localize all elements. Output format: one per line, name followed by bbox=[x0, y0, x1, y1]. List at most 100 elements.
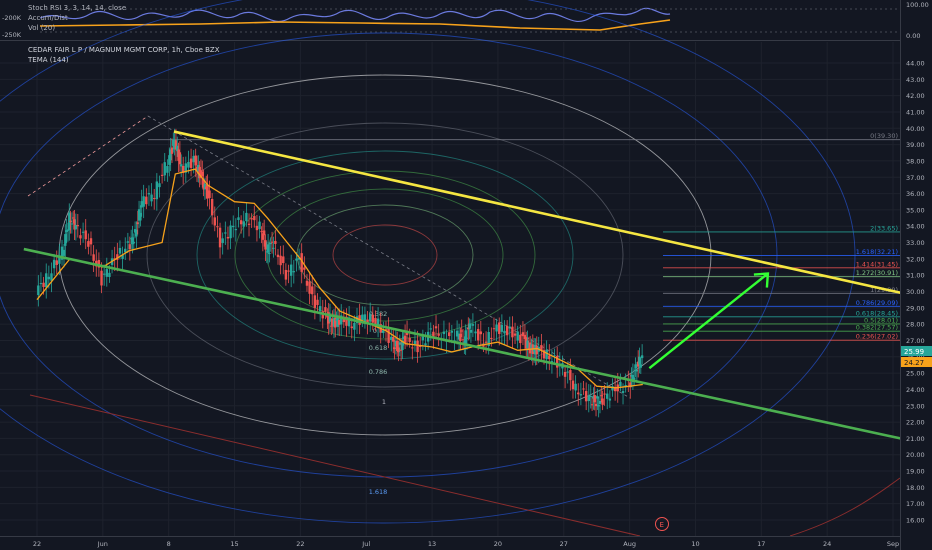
candle-body bbox=[490, 337, 493, 340]
candle-body bbox=[471, 324, 475, 326]
fib-level-label: 0.618(28.45) bbox=[856, 309, 898, 317]
time-tick-label: 20 bbox=[494, 540, 502, 548]
candle-body bbox=[218, 227, 222, 248]
candle-body bbox=[484, 341, 488, 343]
candle-body bbox=[265, 251, 269, 253]
fib-circle bbox=[146, 122, 624, 388]
earnings-event-marker[interactable] bbox=[655, 517, 669, 531]
candle-body bbox=[137, 209, 141, 221]
candle-body bbox=[395, 340, 399, 351]
accum-dist-label: Accum/Dist bbox=[28, 14, 68, 22]
candle-body bbox=[582, 388, 585, 390]
candle-body bbox=[455, 330, 459, 337]
candle-body bbox=[155, 181, 159, 200]
candle-body bbox=[563, 371, 567, 377]
candle-body bbox=[269, 243, 272, 245]
price-tick-label: 30.00 bbox=[906, 288, 925, 296]
time-tick-label: 15 bbox=[230, 540, 238, 548]
candle-body bbox=[145, 196, 148, 205]
candle-body bbox=[255, 225, 259, 231]
candle-body bbox=[511, 326, 514, 338]
price-tick-label: 39.00 bbox=[906, 141, 925, 149]
time-axis[interactable]: 22 Jun 8 15 22 Jul 13 20 27 Aug 10 17 24 Sep bbox=[0, 536, 900, 550]
candle-body bbox=[519, 334, 522, 344]
candle-body bbox=[242, 221, 245, 227]
candle-body bbox=[330, 325, 333, 327]
candle-body bbox=[69, 220, 72, 223]
candle-body bbox=[62, 249, 66, 256]
candle-body bbox=[73, 219, 76, 230]
current-price-badge bbox=[901, 346, 932, 356]
candle-body bbox=[335, 319, 338, 321]
candle-body bbox=[68, 212, 71, 231]
price-tick-label: 40.00 bbox=[906, 125, 925, 133]
candle-body bbox=[295, 258, 298, 261]
price-tick-label: 25.00 bbox=[906, 370, 925, 378]
candle-body bbox=[589, 395, 592, 398]
candle-body bbox=[297, 257, 301, 260]
candle-body bbox=[495, 324, 498, 332]
price-tick-label: 33.00 bbox=[906, 239, 925, 247]
candle-body bbox=[469, 329, 473, 333]
candle-body bbox=[163, 162, 166, 176]
candle-body bbox=[139, 212, 142, 221]
candle-body bbox=[292, 271, 295, 273]
candle-body bbox=[276, 254, 280, 258]
candle-body bbox=[284, 269, 288, 280]
candle-body bbox=[598, 400, 602, 404]
candle-body bbox=[399, 349, 403, 351]
candle-body bbox=[264, 240, 267, 250]
candle-body bbox=[42, 282, 45, 287]
price-tick-label: 36.00 bbox=[906, 190, 925, 198]
candle-body bbox=[216, 226, 219, 228]
candle-body bbox=[457, 333, 461, 340]
candle-body bbox=[81, 231, 85, 233]
candle-body bbox=[419, 346, 422, 348]
candle-body bbox=[594, 403, 598, 407]
price-tick-label: 43.00 bbox=[906, 76, 925, 84]
candle-body bbox=[97, 259, 101, 268]
candle-body bbox=[635, 369, 639, 372]
accum-dist-line bbox=[39, 19, 671, 31]
candle-body bbox=[247, 223, 251, 225]
candle-body bbox=[461, 339, 465, 341]
candle-body bbox=[593, 395, 596, 403]
candle-body bbox=[131, 237, 134, 245]
candle-body bbox=[100, 270, 103, 286]
candle-body bbox=[633, 377, 636, 380]
candle-body bbox=[393, 347, 396, 350]
symbol-title: CEDAR FAIR L P / MAGNUM MGMT CORP, 1h, C… bbox=[28, 46, 220, 54]
candle-body bbox=[245, 212, 248, 222]
trendlines bbox=[23, 130, 932, 447]
candle-body bbox=[116, 254, 119, 260]
price-tick-label: 24.00 bbox=[906, 386, 925, 394]
time-tick-label: Aug bbox=[623, 540, 636, 548]
candle-body bbox=[89, 238, 93, 245]
candle-body bbox=[498, 322, 501, 334]
candle-body bbox=[176, 145, 179, 152]
candle-body bbox=[102, 273, 106, 275]
candle-body bbox=[74, 224, 78, 230]
fib-level-label: 0.5(28.01) bbox=[864, 316, 898, 324]
candle-body bbox=[184, 163, 188, 173]
candle-body bbox=[621, 391, 625, 393]
candle-body bbox=[229, 225, 232, 239]
candle-body bbox=[195, 166, 199, 171]
tema-price-badge bbox=[901, 357, 932, 367]
candle-body bbox=[550, 361, 554, 363]
candle-body bbox=[601, 398, 604, 405]
candle-body bbox=[173, 139, 176, 150]
candle-body bbox=[545, 349, 548, 360]
candle-body bbox=[528, 342, 532, 354]
candle-body bbox=[421, 336, 425, 341]
price-axis[interactable]: 44.00 43.00 42.00 41.00 40.00 39.00 38.00 37.00… bbox=[900, 0, 932, 550]
candle-body bbox=[197, 165, 200, 173]
candle-body bbox=[606, 393, 609, 399]
candle-body bbox=[168, 155, 171, 165]
candle-body bbox=[303, 267, 306, 270]
candle-body bbox=[408, 337, 411, 342]
candle-body bbox=[261, 233, 265, 240]
candle-body bbox=[92, 254, 95, 261]
earnings-event-label: E bbox=[660, 521, 664, 529]
